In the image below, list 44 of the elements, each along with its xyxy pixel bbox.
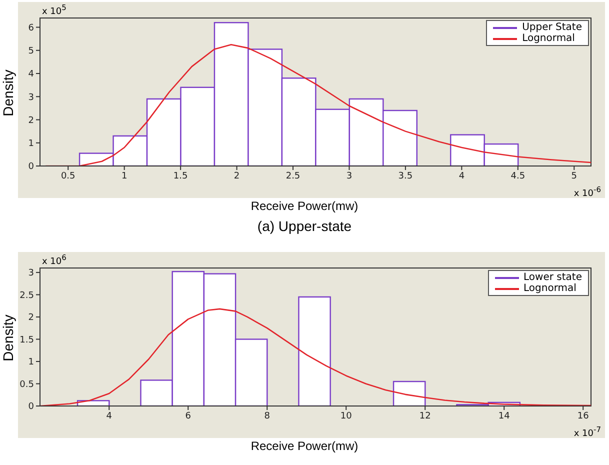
legend-label: Upper State [522,22,582,33]
x-tick-label: 16 [577,411,590,422]
x-tick-label: 5 [571,171,577,182]
x-tick-label: 1 [121,171,128,182]
text: x 10$^{5}$ [42,3,66,17]
y-tick-label: 0.5 [20,380,34,390]
text: (a) Upper-state [256,218,353,234]
x-tick-label: 8 [264,411,270,422]
legend-label: Lognormal [522,33,575,44]
x-tick-label: 3 [346,171,352,182]
x-tick-label: 4 [458,171,465,182]
x-tick-label: 3.5 [398,171,413,182]
x-tick-label: 0.5 [60,171,76,182]
text: x 10$^{-6}$ [574,185,601,199]
x-tick-label: 2 [234,171,240,182]
x-tick-label: 6 [185,411,192,422]
y-tick-label: 2 [28,313,34,324]
y-tick-label: 5 [28,46,34,57]
y-tick-label: 1 [28,139,34,150]
y-tick-label: 1.5 [20,335,34,346]
x-tick-label: 14 [498,411,510,422]
y-tick-label: 6 [28,23,34,34]
y-tick-label: 0 [28,162,34,172]
legend-label: Lower state [524,272,582,283]
text: x 10$^{6}$ [42,253,66,267]
x-axis-title: Receive Power(mw) [250,439,360,453]
x-tick-label: 4.5 [510,171,526,182]
y-tick-label: 0 [28,402,34,412]
y-tick-label: 4 [28,70,34,80]
y-tick-label: 2 [28,116,34,126]
x-axis-title: Receive Power(mw) [250,199,360,213]
x-tick-label: 10 [340,411,352,422]
y-tick-label: 3 [28,268,34,279]
y-axis-title: Density [0,314,16,364]
y-tick-label: 3 [28,92,34,103]
y-tick-label: 1 [28,358,34,368]
y-tick-label: 2.5 [20,290,34,301]
y-axis-title: Density [0,68,16,118]
x-tick-label: 12 [419,411,431,422]
x-tick-label: 1.5 [173,171,188,182]
x-tick-label: 4 [106,411,112,422]
legend-label: Lognormal [524,283,576,294]
x-tick-label: 2.5 [286,171,300,182]
text: x 10$^{-7}$ [574,425,601,439]
